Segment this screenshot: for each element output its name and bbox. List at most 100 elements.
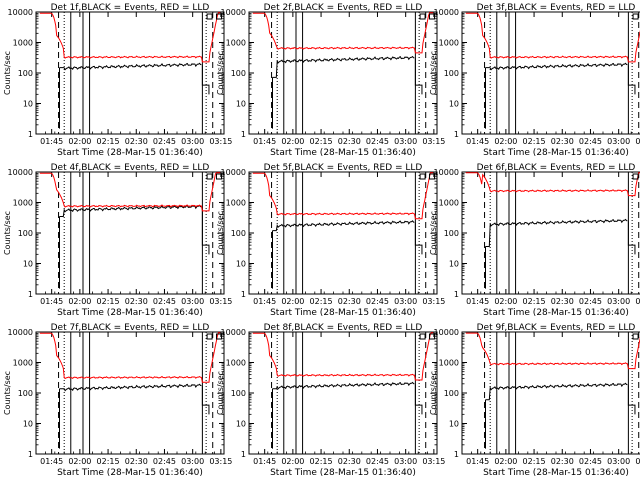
x-tick-label: 02:00 xyxy=(494,457,517,466)
x-tick-label: 03:15 xyxy=(422,457,445,466)
lld-curve xyxy=(252,332,434,381)
subplot-title: Det 8f,BLACK = Events, RED = LLD xyxy=(264,323,423,333)
y-tick-label: 10 xyxy=(236,260,246,269)
x-tick-label: 03:15 xyxy=(635,297,640,306)
subplot-title: Det 1f,BLACK = Events, RED = LLD xyxy=(51,3,210,13)
y-tick-label: 10 xyxy=(236,420,246,429)
x-tick-label: 02:30 xyxy=(338,137,361,146)
x-tick-label: 03:15 xyxy=(209,297,232,306)
x-tick-label: 02:00 xyxy=(281,137,304,146)
subplot-det-2: Det 2f,BLACK = Events, RED = LLD 1 10 100 10… xyxy=(216,3,445,158)
x-tick-label: 02:00 xyxy=(494,297,517,306)
x-tick-label: 02:30 xyxy=(338,297,361,306)
subplot-title: Det 4f,BLACK = Events, RED = LLD xyxy=(51,163,210,173)
y-axis-label: Counts/sec xyxy=(216,211,225,255)
y-tick-label: 1000 xyxy=(439,359,459,368)
x-tick-label: 01:45 xyxy=(253,297,276,306)
y-tick-label: 10 xyxy=(23,100,33,109)
x-tick-label: 02:45 xyxy=(579,297,602,306)
subplot-title: Det 5f,BLACK = Events, RED = LLD xyxy=(264,163,423,173)
x-tick-label: 03:00 xyxy=(181,457,204,466)
y-tick-label: 10000 xyxy=(8,328,33,337)
y-tick-label: 1 xyxy=(454,450,459,459)
y-axis-label: Counts/sec xyxy=(3,211,12,255)
events-curve xyxy=(272,381,415,390)
subplot-det-7: Det 7f,BLACK = Events, RED = LLD 1 10 100 10… xyxy=(3,323,232,478)
y-tick-label: 1000 xyxy=(439,199,459,208)
subplot-det-1: Det 1f,BLACK = Events, RED = LLD 1 10 100 10… xyxy=(3,3,232,158)
x-tick-label: 02:15 xyxy=(310,297,333,306)
x-tick-label: 02:15 xyxy=(310,137,333,146)
y-tick-label: 1000 xyxy=(13,199,33,208)
x-tick-label: 01:45 xyxy=(253,457,276,466)
x-tick-label: 03:00 xyxy=(394,297,417,306)
lld-curve xyxy=(465,172,640,197)
events-tail xyxy=(201,386,210,415)
y-tick-label: 1000 xyxy=(13,359,33,368)
x-tick-label: 02:15 xyxy=(523,137,546,146)
y-tick-label: 1000 xyxy=(439,39,459,48)
x-axis-label: Start Time (28-Mar-15 01:36:40) xyxy=(57,468,203,478)
x-axis-label: Start Time (28-Mar-15 01:36:40) xyxy=(483,308,629,318)
x-tick-label: 01:45 xyxy=(253,137,276,146)
y-tick-label: 100 xyxy=(18,389,33,398)
x-axis-label: Start Time (28-Mar-15 01:36:40) xyxy=(57,308,203,318)
x-tick-label: 03:15 xyxy=(635,457,640,466)
subplot-det-4: Det 4f,BLACK = Events, RED = LLD 1 10 100 10… xyxy=(3,163,232,318)
x-tick-label: 02:15 xyxy=(97,137,120,146)
y-tick-label: 100 xyxy=(18,229,33,238)
x-tick-label: 01:45 xyxy=(466,457,489,466)
x-tick-label: 02:00 xyxy=(68,137,91,146)
plot-frame xyxy=(461,11,640,135)
x-tick-label: 03:15 xyxy=(635,137,640,146)
subplot-det-6: Det 6f,BLACK = Events, RED = LLD 1 10 100 10… xyxy=(429,163,640,318)
y-tick-label: 10000 xyxy=(221,8,246,17)
lld-curve xyxy=(465,12,640,63)
y-tick-label: 10 xyxy=(23,420,33,429)
x-tick-label: 02:45 xyxy=(153,137,176,146)
events-curve xyxy=(59,62,202,71)
subplot-title: Det 9f,BLACK = Events, RED = LLD xyxy=(477,323,636,333)
lld-curve xyxy=(252,172,434,220)
y-tick-label: 10000 xyxy=(434,328,459,337)
x-tick-label: 02:30 xyxy=(551,457,574,466)
corner-marker xyxy=(428,13,435,20)
x-tick-label: 02:15 xyxy=(310,457,333,466)
events-tail xyxy=(627,385,636,415)
corner-marker xyxy=(206,13,213,20)
x-tick-label: 02:45 xyxy=(366,297,389,306)
x-tick-label: 03:15 xyxy=(209,457,232,466)
x-tick-label: 02:30 xyxy=(125,137,148,146)
corner-marker xyxy=(428,333,435,340)
x-tick-label: 03:00 xyxy=(394,457,417,466)
events-tail xyxy=(414,384,423,415)
x-tick-label: 02:45 xyxy=(153,297,176,306)
y-axis-label: Counts/sec xyxy=(216,371,225,415)
corner-marker xyxy=(428,173,435,180)
x-axis-label: Start Time (28-Mar-15 01:36:40) xyxy=(483,148,629,158)
x-tick-label: 03:15 xyxy=(209,137,232,146)
x-tick-label: 01:45 xyxy=(40,137,63,146)
y-tick-label: 100 xyxy=(231,389,246,398)
y-tick-label: 1000 xyxy=(226,39,246,48)
events-tail xyxy=(627,65,636,95)
corner-marker xyxy=(419,333,426,340)
x-tick-label: 03:00 xyxy=(607,137,630,146)
x-tick-label: 03:00 xyxy=(394,137,417,146)
x-axis-label: Start Time (28-Mar-15 01:36:40) xyxy=(483,468,629,478)
lld-curve xyxy=(465,332,640,370)
y-tick-label: 10000 xyxy=(434,168,459,177)
corner-marker xyxy=(206,173,213,180)
x-tick-label: 02:00 xyxy=(494,137,517,146)
subplot-title: Det 2f,BLACK = Events, RED = LLD xyxy=(264,3,423,13)
x-tick-label: 03:00 xyxy=(181,137,204,146)
y-tick-label: 10000 xyxy=(221,328,246,337)
y-tick-label: 10000 xyxy=(8,8,33,17)
x-axis-label: Start Time (28-Mar-15 01:36:40) xyxy=(270,148,416,158)
corner-marker xyxy=(419,173,426,180)
x-tick-label: 02:30 xyxy=(125,297,148,306)
corner-marker xyxy=(419,13,426,20)
y-tick-label: 1000 xyxy=(13,39,33,48)
x-tick-label: 01:45 xyxy=(40,457,63,466)
